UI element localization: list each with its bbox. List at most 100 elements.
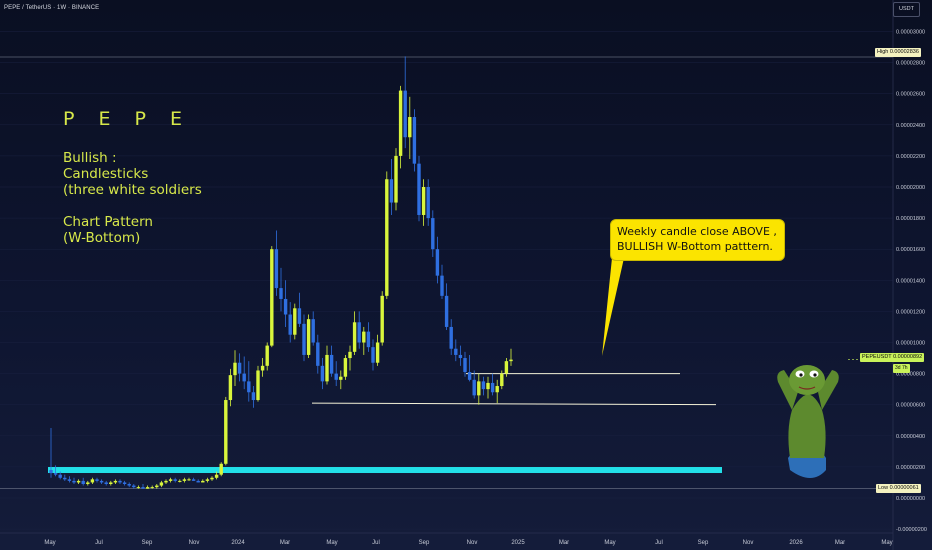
- candle-body: [173, 479, 177, 481]
- price-tick-label: 0.00002800: [896, 61, 925, 67]
- note-line: Chart Pattern: [63, 214, 153, 230]
- candle-body: [417, 163, 421, 215]
- candle-body: [435, 249, 440, 276]
- candle-body: [293, 308, 297, 335]
- candle-body: [270, 249, 274, 346]
- candle-body: [164, 480, 168, 483]
- price-tick-label: 0.00000000: [896, 496, 925, 502]
- candle-body: [339, 376, 343, 380]
- coin-title: P E P E: [63, 108, 192, 130]
- candle-body: [472, 379, 476, 396]
- time-tick-label: Sep: [698, 540, 709, 546]
- time-tick-label: May: [326, 540, 337, 546]
- note-line: Bullish :: [63, 150, 117, 166]
- candle-body: [201, 480, 205, 483]
- time-tick-label: Jul: [372, 540, 380, 546]
- time-tick-label: Nov: [467, 540, 478, 546]
- candle-body: [86, 482, 90, 485]
- note-line: (three white soldiers: [63, 182, 202, 198]
- callout-bubble: Weekly candle close ABOVE , BULLISH W-Bo…: [610, 219, 785, 261]
- candle-body: [288, 314, 292, 335]
- time-tick-label: Mar: [280, 540, 290, 546]
- candle-body: [122, 482, 127, 485]
- candle-body: [109, 482, 113, 485]
- time-tick-label: Jul: [95, 540, 103, 546]
- candle-body: [385, 179, 389, 296]
- time-tick-label: Jul: [655, 540, 663, 546]
- price-axis-ticks[interactable]: 0.00003000 0.00002800 0.00002600 0.00002400…: [896, 30, 927, 534]
- time-axis[interactable]: May Jul Sep Nov 2024 Mar May Jul Sep Nov 2025 Mar Ma…: [44, 540, 892, 546]
- candle-body: [196, 480, 200, 483]
- candle-body: [251, 392, 256, 401]
- frog-arm-right: [818, 370, 839, 410]
- price-tick-label: 0.00001400: [896, 278, 925, 284]
- frog-mouth: [798, 386, 816, 390]
- candle-body: [398, 90, 403, 156]
- price-tick-label: 0.00002600: [896, 92, 925, 98]
- candle-body: [500, 373, 504, 387]
- note-spacer: [63, 198, 202, 214]
- high-label-text: High: [877, 49, 889, 55]
- candle-body: [495, 386, 499, 393]
- grid-lines: [0, 0, 894, 550]
- price-tick-label: 0.00000400: [896, 434, 925, 440]
- candle-body: [247, 381, 251, 393]
- candle-body: [159, 482, 164, 486]
- frog-illustration: [777, 365, 839, 478]
- candle-body: [283, 298, 288, 315]
- candle-body: [408, 117, 412, 138]
- candle-body: [72, 480, 76, 483]
- candle-body: [127, 484, 131, 486]
- candle-body: [205, 479, 210, 481]
- candle-body: [141, 487, 145, 489]
- candle-body: [311, 319, 315, 343]
- candle-body: [67, 479, 72, 481]
- low-label: Low 0.00000061: [876, 484, 921, 493]
- callout-line: Weekly candle close ABOVE ,: [617, 225, 777, 238]
- symbol-title[interactable]: PEPE / TetherUS · 1W · BINANCE: [4, 5, 100, 11]
- candle-body: [444, 295, 449, 327]
- time-tick-label: May: [604, 540, 615, 546]
- price-tick-label: 0.00000800: [896, 372, 925, 378]
- candle-body: [58, 474, 62, 478]
- candle-body: [145, 487, 150, 489]
- candle-body: [504, 361, 509, 374]
- candle-body: [302, 323, 306, 355]
- candle-body: [49, 470, 53, 474]
- candle-body: [168, 479, 173, 481]
- candle-body: [380, 295, 384, 343]
- candle-body: [274, 249, 279, 289]
- support-band: [48, 467, 722, 474]
- time-tick-label: Mar: [835, 540, 845, 546]
- high-label: High 0.00002836: [875, 48, 921, 57]
- time-tick-label: Mar: [559, 540, 569, 546]
- candle-body: [316, 342, 320, 366]
- time-tick-label: Sep: [142, 540, 153, 546]
- price-tick-label: 0.00001800: [896, 216, 925, 222]
- candle-body: [132, 485, 136, 488]
- candle-body: [440, 275, 444, 296]
- frog-pupil: [799, 373, 803, 377]
- candle-body: [63, 477, 67, 480]
- candle-body: [224, 400, 228, 464]
- candle-body: [329, 354, 334, 374]
- currency-selector[interactable]: USDT: [893, 2, 920, 17]
- candle-body: [178, 480, 182, 482]
- high-value: 0.00002836: [889, 49, 919, 55]
- candle-body: [348, 351, 352, 359]
- current-value: 0.00000892: [893, 354, 923, 360]
- candle-body: [394, 155, 398, 203]
- candle-body: [481, 381, 486, 390]
- note-line: (W-Bottom): [63, 230, 141, 246]
- candle-body: [412, 117, 417, 164]
- candle-body: [426, 187, 430, 219]
- price-tick-label: 0.00001200: [896, 309, 925, 315]
- candle-body: [486, 382, 490, 390]
- candle-body: [306, 319, 311, 355]
- candle-body: [233, 362, 237, 376]
- candle-body: [214, 474, 219, 478]
- candle-body: [371, 347, 375, 363]
- support-lines: [48, 373, 722, 474]
